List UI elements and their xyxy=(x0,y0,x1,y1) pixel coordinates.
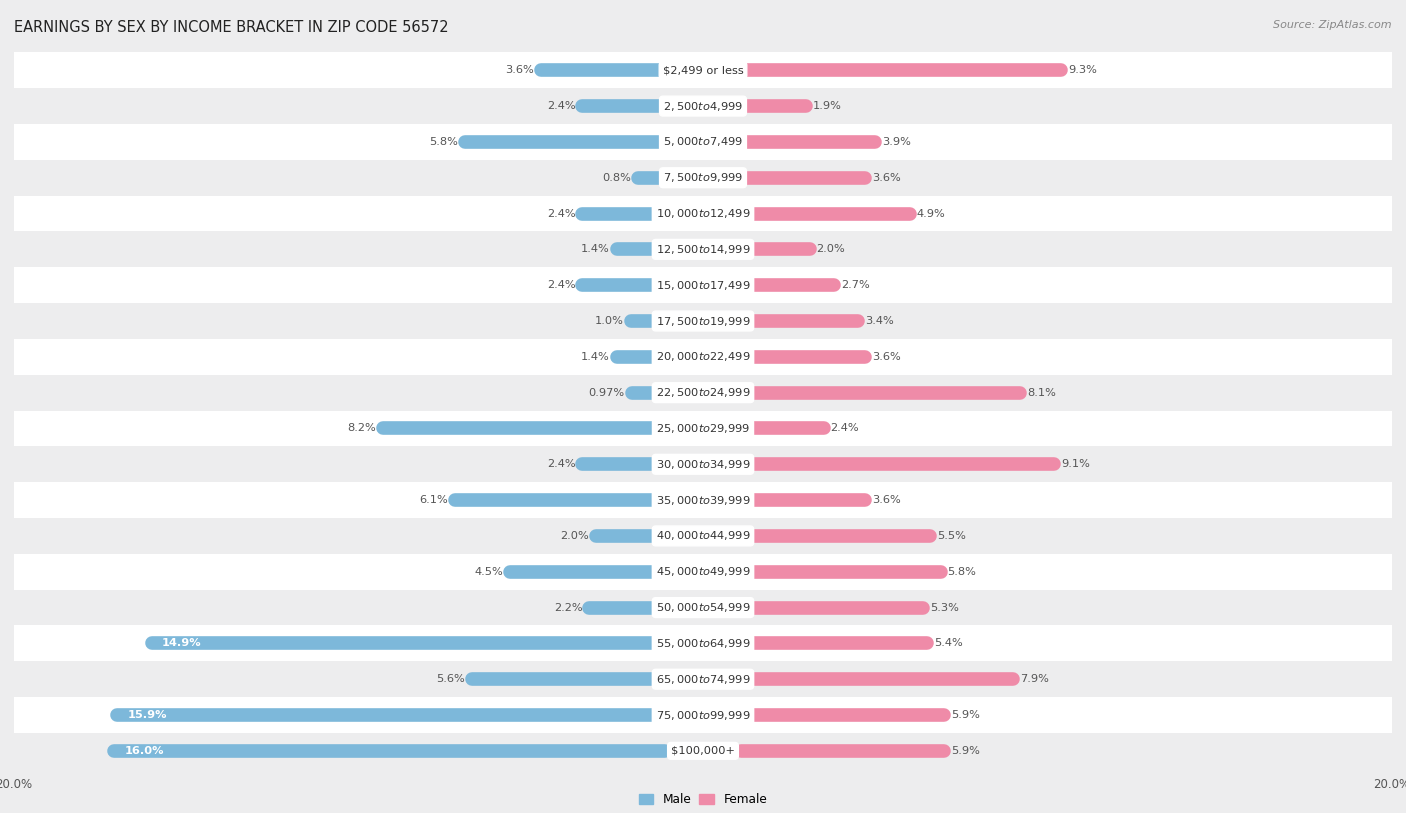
Bar xyxy=(14,661,1392,697)
Text: $10,000 to $12,499: $10,000 to $12,499 xyxy=(655,207,751,220)
Text: 4.9%: 4.9% xyxy=(917,209,945,219)
Text: 6.1%: 6.1% xyxy=(419,495,449,505)
Text: 5.9%: 5.9% xyxy=(950,746,980,756)
Text: $2,500 to $4,999: $2,500 to $4,999 xyxy=(664,99,742,112)
Text: $5,000 to $7,499: $5,000 to $7,499 xyxy=(664,136,742,149)
Text: 2.4%: 2.4% xyxy=(547,209,575,219)
Text: 3.6%: 3.6% xyxy=(872,352,900,362)
Text: $100,000+: $100,000+ xyxy=(671,746,735,756)
Text: 14.9%: 14.9% xyxy=(162,638,202,649)
Text: 2.4%: 2.4% xyxy=(547,459,575,469)
Text: $35,000 to $39,999: $35,000 to $39,999 xyxy=(655,493,751,506)
Text: 2.4%: 2.4% xyxy=(831,424,859,433)
Text: 7.9%: 7.9% xyxy=(1019,674,1049,685)
Text: $15,000 to $17,499: $15,000 to $17,499 xyxy=(655,279,751,292)
Text: 1.9%: 1.9% xyxy=(813,101,842,111)
Text: 2.0%: 2.0% xyxy=(561,531,589,541)
Text: $75,000 to $99,999: $75,000 to $99,999 xyxy=(655,709,751,722)
Text: 1.0%: 1.0% xyxy=(595,316,624,326)
Bar xyxy=(14,733,1392,769)
Text: 8.1%: 8.1% xyxy=(1026,388,1056,398)
Text: $65,000 to $74,999: $65,000 to $74,999 xyxy=(655,672,751,685)
Bar xyxy=(14,589,1392,625)
Text: 5.9%: 5.9% xyxy=(950,710,980,720)
Text: $7,500 to $9,999: $7,500 to $9,999 xyxy=(664,172,742,185)
Text: $2,499 or less: $2,499 or less xyxy=(662,65,744,76)
Text: Source: ZipAtlas.com: Source: ZipAtlas.com xyxy=(1274,20,1392,30)
Text: $30,000 to $34,999: $30,000 to $34,999 xyxy=(655,458,751,471)
Text: 9.1%: 9.1% xyxy=(1062,459,1090,469)
Text: $45,000 to $49,999: $45,000 to $49,999 xyxy=(655,565,751,578)
Text: $40,000 to $44,999: $40,000 to $44,999 xyxy=(655,529,751,542)
Bar xyxy=(14,411,1392,446)
Bar xyxy=(14,339,1392,375)
Text: 9.3%: 9.3% xyxy=(1069,65,1097,76)
Text: 3.6%: 3.6% xyxy=(872,172,900,183)
Text: 1.4%: 1.4% xyxy=(581,245,610,254)
Bar xyxy=(14,124,1392,160)
Text: $25,000 to $29,999: $25,000 to $29,999 xyxy=(655,422,751,435)
Bar xyxy=(14,625,1392,661)
Text: 16.0%: 16.0% xyxy=(124,746,163,756)
Legend: Male, Female: Male, Female xyxy=(638,793,768,806)
Text: 0.8%: 0.8% xyxy=(602,172,631,183)
Bar xyxy=(14,446,1392,482)
Text: 2.0%: 2.0% xyxy=(817,245,845,254)
Text: 3.4%: 3.4% xyxy=(865,316,894,326)
Text: 5.8%: 5.8% xyxy=(948,567,976,576)
Text: 0.97%: 0.97% xyxy=(589,388,624,398)
Text: $20,000 to $22,499: $20,000 to $22,499 xyxy=(655,350,751,363)
Bar xyxy=(14,160,1392,196)
Text: $55,000 to $64,999: $55,000 to $64,999 xyxy=(655,637,751,650)
Bar xyxy=(14,697,1392,733)
Bar xyxy=(14,375,1392,411)
Text: 4.5%: 4.5% xyxy=(474,567,503,576)
Text: 1.4%: 1.4% xyxy=(581,352,610,362)
Text: 3.9%: 3.9% xyxy=(882,137,911,147)
Text: EARNINGS BY SEX BY INCOME BRACKET IN ZIP CODE 56572: EARNINGS BY SEX BY INCOME BRACKET IN ZIP… xyxy=(14,20,449,35)
Bar xyxy=(14,88,1392,124)
Text: 5.4%: 5.4% xyxy=(934,638,963,649)
Text: 15.9%: 15.9% xyxy=(128,710,167,720)
Text: 2.2%: 2.2% xyxy=(554,602,582,612)
Bar xyxy=(14,267,1392,303)
Bar xyxy=(14,52,1392,88)
Text: 3.6%: 3.6% xyxy=(506,65,534,76)
Text: 5.3%: 5.3% xyxy=(931,602,959,612)
Text: 5.6%: 5.6% xyxy=(437,674,465,685)
Text: $12,500 to $14,999: $12,500 to $14,999 xyxy=(655,243,751,256)
Bar xyxy=(14,232,1392,267)
Text: 2.4%: 2.4% xyxy=(547,280,575,290)
Text: $50,000 to $54,999: $50,000 to $54,999 xyxy=(655,601,751,614)
Bar xyxy=(14,554,1392,589)
Text: 5.5%: 5.5% xyxy=(938,531,966,541)
Text: 8.2%: 8.2% xyxy=(347,424,375,433)
Text: 5.8%: 5.8% xyxy=(430,137,458,147)
Text: 2.4%: 2.4% xyxy=(547,101,575,111)
Bar xyxy=(14,518,1392,554)
Text: 3.6%: 3.6% xyxy=(872,495,900,505)
Text: $22,500 to $24,999: $22,500 to $24,999 xyxy=(655,386,751,399)
Bar xyxy=(14,196,1392,232)
Bar xyxy=(14,482,1392,518)
Bar xyxy=(14,303,1392,339)
Text: $17,500 to $19,999: $17,500 to $19,999 xyxy=(655,315,751,328)
Text: 2.7%: 2.7% xyxy=(841,280,869,290)
